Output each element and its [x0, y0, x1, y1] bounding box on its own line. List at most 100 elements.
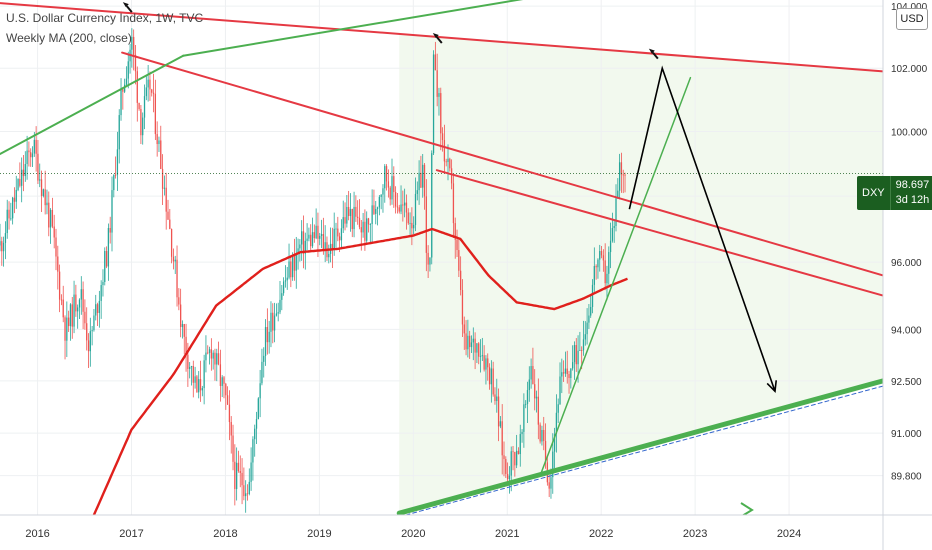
price-tag-price: 98.697	[895, 179, 930, 191]
candle-body	[270, 312, 272, 332]
candle-body	[174, 259, 176, 262]
x-tick-label: 2022	[589, 528, 613, 540]
candle-body	[62, 299, 64, 318]
candle-body	[373, 205, 375, 214]
candle-body	[505, 459, 507, 474]
candle-body	[136, 71, 138, 103]
candle-body	[75, 294, 77, 312]
candle-body	[1, 241, 3, 252]
y-tick-label: 100.000	[891, 128, 928, 139]
candle-body	[555, 412, 558, 435]
candle-body	[167, 211, 169, 220]
candle-body	[414, 193, 417, 225]
candle-body	[210, 349, 213, 359]
candle-body	[553, 434, 556, 452]
candle-body	[118, 115, 120, 150]
candle-body	[337, 228, 339, 237]
candle-body	[295, 253, 297, 271]
candle-body	[196, 376, 198, 393]
candle-body	[599, 251, 601, 260]
candle-body	[214, 352, 216, 365]
candle-body	[44, 189, 46, 206]
candle-body	[161, 168, 164, 189]
candle-body	[425, 196, 427, 253]
candle-body	[541, 429, 543, 442]
candle-body	[479, 356, 482, 357]
candle-body	[266, 327, 269, 343]
candle-body	[566, 368, 568, 375]
candle-body	[113, 174, 115, 191]
candle-body	[286, 277, 288, 281]
candle-body	[523, 404, 525, 432]
candle-body	[613, 226, 615, 228]
candle-body	[454, 223, 456, 240]
candle-body	[409, 222, 411, 224]
candle-body	[290, 261, 292, 278]
candle-body	[573, 345, 576, 363]
currency-button[interactable]: USD	[896, 8, 928, 30]
candle-body	[10, 218, 12, 220]
candle-body	[147, 79, 149, 88]
x-tick-label: 2018	[213, 528, 237, 540]
candle-body	[600, 251, 603, 256]
candle-body	[362, 221, 364, 233]
trendline-support-5	[539, 76, 692, 477]
candle-body	[19, 178, 21, 186]
candle-body	[284, 280, 287, 282]
projection-arrow[interactable]	[628, 65, 778, 393]
candle-body	[311, 232, 314, 247]
candle-body	[581, 350, 583, 351]
candle-body	[8, 209, 10, 219]
candle-body	[24, 164, 26, 177]
candle-body	[252, 439, 254, 463]
candle-body	[366, 218, 368, 241]
trendline-resistance-1	[121, 51, 884, 277]
candle-body	[606, 273, 608, 284]
candle-body	[77, 307, 79, 312]
candle-body	[324, 242, 326, 250]
candle-body	[335, 228, 337, 230]
chevron-icon	[740, 502, 754, 517]
candle-body	[402, 204, 404, 206]
candle-body	[617, 190, 619, 199]
candle-body	[53, 226, 55, 238]
candle-body	[187, 354, 189, 369]
candle-body	[13, 197, 16, 202]
trendlines[interactable]	[0, 0, 886, 518]
candle-body	[216, 353, 218, 365]
candle-body	[347, 206, 350, 217]
candle-body	[450, 168, 453, 184]
candle-body	[535, 396, 538, 399]
candle-body	[387, 181, 390, 188]
candle-body	[515, 450, 518, 466]
candle-body	[55, 237, 57, 257]
candle-body	[389, 187, 391, 200]
candle-body	[277, 312, 279, 314]
candle-body	[602, 255, 605, 261]
last-price-tag: DXY 98.697 3d 12h	[857, 176, 932, 210]
candle-body	[273, 315, 276, 331]
candle-body	[622, 174, 624, 176]
x-tick-label: 2023	[683, 528, 707, 540]
candle-body	[514, 451, 516, 466]
candle-body	[559, 376, 561, 405]
candle-body	[268, 331, 270, 343]
candle-body	[568, 374, 570, 379]
candle-body	[530, 366, 532, 380]
indicator-label[interactable]: Weekly MA (200, close)	[6, 31, 132, 45]
candle-body	[109, 228, 111, 233]
candle-body	[371, 205, 373, 225]
candle-body	[28, 150, 30, 153]
candle-body	[588, 315, 590, 323]
candle-body	[15, 189, 17, 202]
trendline-support-6	[396, 378, 886, 516]
candle-body	[259, 383, 261, 399]
candle-body	[183, 324, 185, 337]
candle-body	[35, 139, 37, 154]
candle-body	[403, 202, 406, 206]
candle-body	[346, 206, 348, 224]
candle-body	[465, 333, 467, 350]
candle-body	[33, 139, 35, 154]
candle-body	[391, 176, 393, 200]
